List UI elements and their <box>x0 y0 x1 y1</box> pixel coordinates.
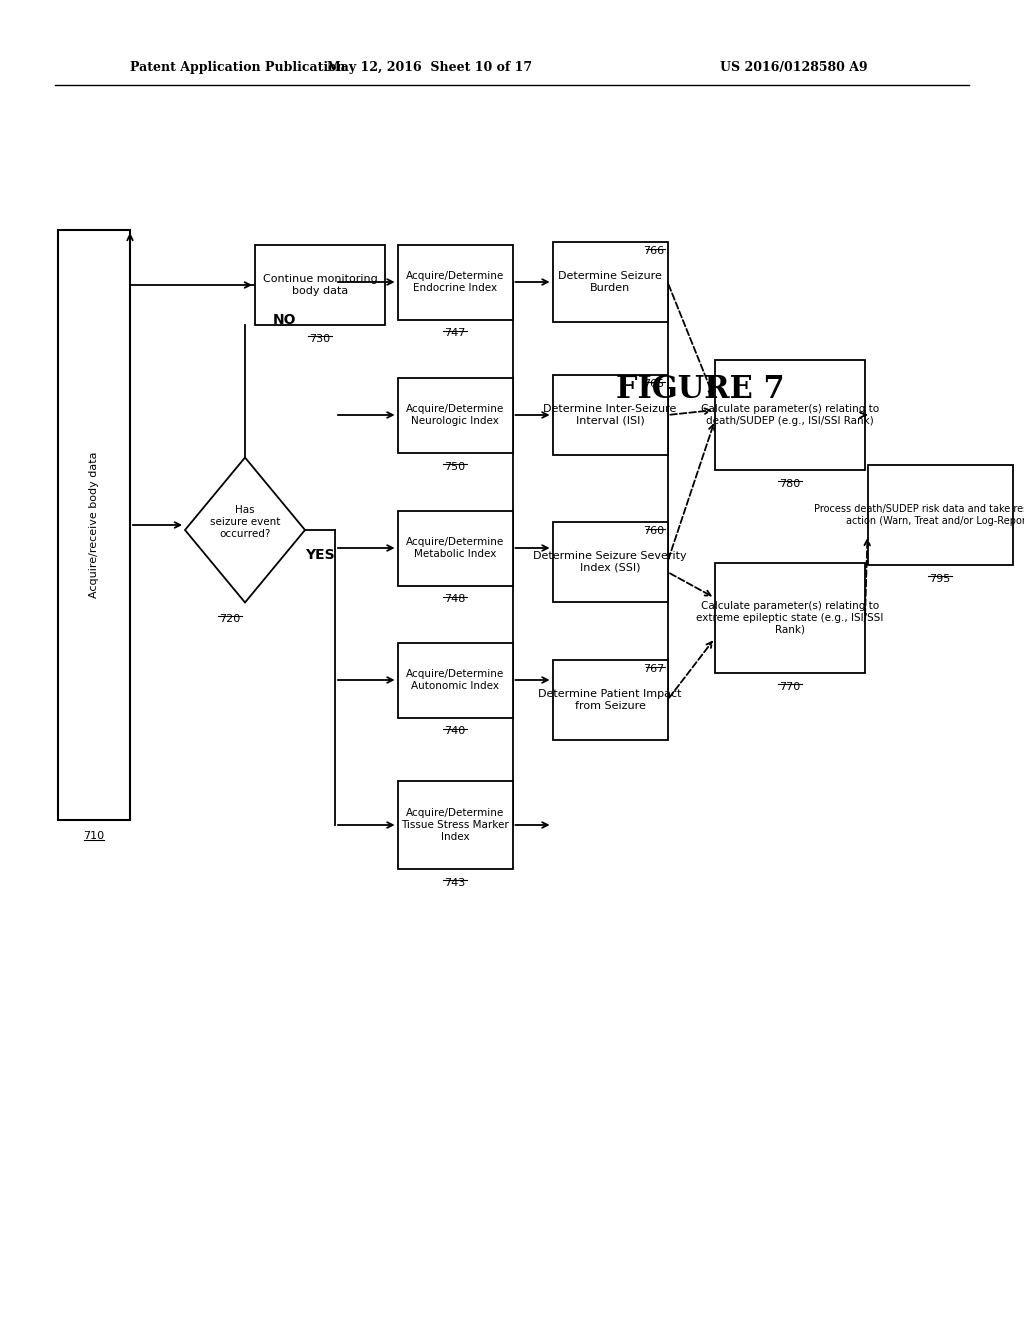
Text: 795: 795 <box>930 574 950 583</box>
Bar <box>553 660 668 741</box>
Bar <box>867 465 1013 565</box>
Text: US 2016/0128580 A9: US 2016/0128580 A9 <box>720 62 867 74</box>
Text: Determine Patient Impact
from Seizure: Determine Patient Impact from Seizure <box>539 689 682 710</box>
Bar <box>397 244 512 319</box>
Text: 767: 767 <box>643 664 665 675</box>
Bar <box>715 564 865 673</box>
Text: 720: 720 <box>219 614 241 623</box>
Text: Determine Seizure
Burden: Determine Seizure Burden <box>558 271 662 293</box>
Text: May 12, 2016  Sheet 10 of 17: May 12, 2016 Sheet 10 of 17 <box>328 62 532 74</box>
Text: 750: 750 <box>444 462 466 471</box>
Text: 730: 730 <box>309 334 331 345</box>
Text: 747: 747 <box>444 329 466 338</box>
Bar <box>397 378 512 453</box>
Text: 740: 740 <box>444 726 466 737</box>
Text: Acquire/Determine
Metabolic Index: Acquire/Determine Metabolic Index <box>406 537 504 558</box>
Polygon shape <box>185 458 305 602</box>
Text: Has
seizure event
occurred?: Has seizure event occurred? <box>210 506 281 539</box>
Text: 765: 765 <box>643 379 665 389</box>
Text: Patent Application Publication: Patent Application Publication <box>130 62 345 74</box>
Bar <box>553 521 668 602</box>
Text: Acquire/Determine
Endocrine Index: Acquire/Determine Endocrine Index <box>406 271 504 293</box>
Text: Acquire/receive body data: Acquire/receive body data <box>89 451 99 598</box>
Text: Determine Inter-Seizure
Interval (ISI): Determine Inter-Seizure Interval (ISI) <box>544 404 677 426</box>
Text: 748: 748 <box>444 594 466 605</box>
Bar <box>58 230 130 820</box>
Text: 780: 780 <box>779 479 801 488</box>
Text: FIGURE 7: FIGURE 7 <box>615 375 784 405</box>
Text: 770: 770 <box>779 682 801 692</box>
Text: 710: 710 <box>83 832 104 841</box>
Text: YES: YES <box>305 548 335 562</box>
Text: Acquire/Determine
Neurologic Index: Acquire/Determine Neurologic Index <box>406 404 504 426</box>
Bar <box>255 246 385 325</box>
Bar <box>397 511 512 586</box>
Text: Calculate parameter(s) relating to
extreme epileptic state (e.g., ISI/SSI
Rank): Calculate parameter(s) relating to extre… <box>696 602 884 635</box>
Text: Process death/SUDEP risk data and take responsive
action (Warn, Treat and/or Log: Process death/SUDEP risk data and take r… <box>814 504 1024 525</box>
Bar <box>397 781 512 869</box>
Text: Acquire/Determine
Tissue Stress Marker
Index: Acquire/Determine Tissue Stress Marker I… <box>401 808 509 842</box>
Bar <box>553 242 668 322</box>
Text: Acquire/Determine
Autonomic Index: Acquire/Determine Autonomic Index <box>406 669 504 690</box>
Text: Determine Seizure Severity
Index (SSI): Determine Seizure Severity Index (SSI) <box>534 552 687 573</box>
Text: NO: NO <box>273 313 297 327</box>
Text: 743: 743 <box>444 878 466 888</box>
Text: 766: 766 <box>643 246 665 256</box>
Bar <box>397 643 512 718</box>
Text: 760: 760 <box>643 525 665 536</box>
Text: Continue monitoring
body data: Continue monitoring body data <box>262 275 378 296</box>
Bar <box>715 360 865 470</box>
Text: Calculate parameter(s) relating to
death/SUDEP (e.g., ISI/SSI Rank): Calculate parameter(s) relating to death… <box>701 404 879 426</box>
Bar <box>553 375 668 455</box>
